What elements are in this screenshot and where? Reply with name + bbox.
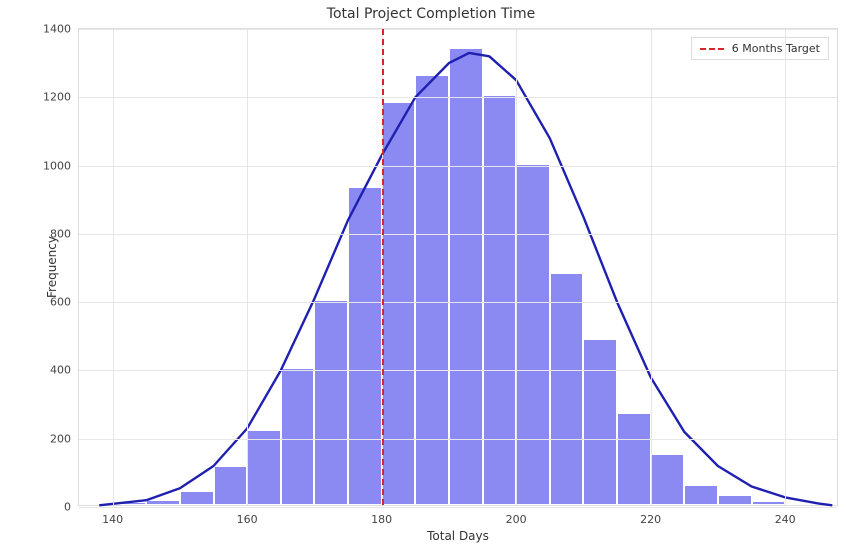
grid-v (113, 29, 114, 505)
histogram-bar (483, 95, 517, 505)
histogram-bar (314, 300, 348, 505)
y-tick-label: 200 (31, 432, 71, 445)
bars-layer (79, 29, 837, 505)
grid-h (79, 507, 837, 508)
grid-h (79, 29, 837, 30)
grid-h (79, 439, 837, 440)
y-tick-label: 600 (31, 296, 71, 309)
histogram-bar (718, 495, 752, 505)
histogram-bar (214, 466, 248, 505)
x-tick-label: 140 (102, 513, 123, 526)
histogram-bar (617, 413, 651, 505)
grid-h (79, 97, 837, 98)
histogram-bar (180, 491, 214, 505)
histogram-bar (382, 102, 416, 505)
x-tick-label: 180 (371, 513, 392, 526)
x-tick-label: 240 (775, 513, 796, 526)
x-tick-label: 160 (237, 513, 258, 526)
grid-h (79, 234, 837, 235)
chart-title: Total Project Completion Time (0, 6, 862, 22)
histogram-bar (752, 501, 786, 505)
histogram-bar (785, 503, 819, 505)
histogram-bar (113, 502, 147, 505)
histogram-bar (550, 273, 584, 505)
plot-area: Total Days Frequency 6 Months Target 140… (78, 28, 838, 506)
histogram-bar (281, 368, 315, 505)
x-tick-label: 220 (640, 513, 661, 526)
histogram-bar (348, 187, 382, 505)
histogram-bar (651, 454, 685, 505)
grid-h (79, 166, 837, 167)
y-tick-label: 1400 (31, 23, 71, 36)
target-line (382, 29, 384, 505)
histogram-bar (415, 75, 449, 505)
grid-h (79, 302, 837, 303)
legend-label-target: 6 Months Target (732, 42, 820, 55)
grid-v (785, 29, 786, 505)
x-axis-label: Total Days (427, 529, 489, 543)
y-axis-label: Frequency (45, 236, 59, 298)
legend-swatch-target (700, 48, 724, 50)
grid-v (651, 29, 652, 505)
histogram-bar (247, 430, 281, 505)
y-tick-label: 400 (31, 364, 71, 377)
grid-v (516, 29, 517, 505)
histogram-bar (449, 48, 483, 506)
histogram-bar (583, 339, 617, 505)
x-tick-label: 200 (506, 513, 527, 526)
histogram-bar (146, 500, 180, 505)
y-tick-label: 800 (31, 227, 71, 240)
y-tick-label: 1200 (31, 91, 71, 104)
y-tick-label: 0 (31, 501, 71, 514)
y-tick-label: 1000 (31, 159, 71, 172)
grid-v (247, 29, 248, 505)
histogram-bar (516, 164, 550, 505)
histogram-bar (684, 485, 718, 505)
grid-h (79, 370, 837, 371)
chart-container: Total Project Completion Time Total Days… (0, 0, 862, 550)
legend: 6 Months Target (691, 37, 829, 60)
